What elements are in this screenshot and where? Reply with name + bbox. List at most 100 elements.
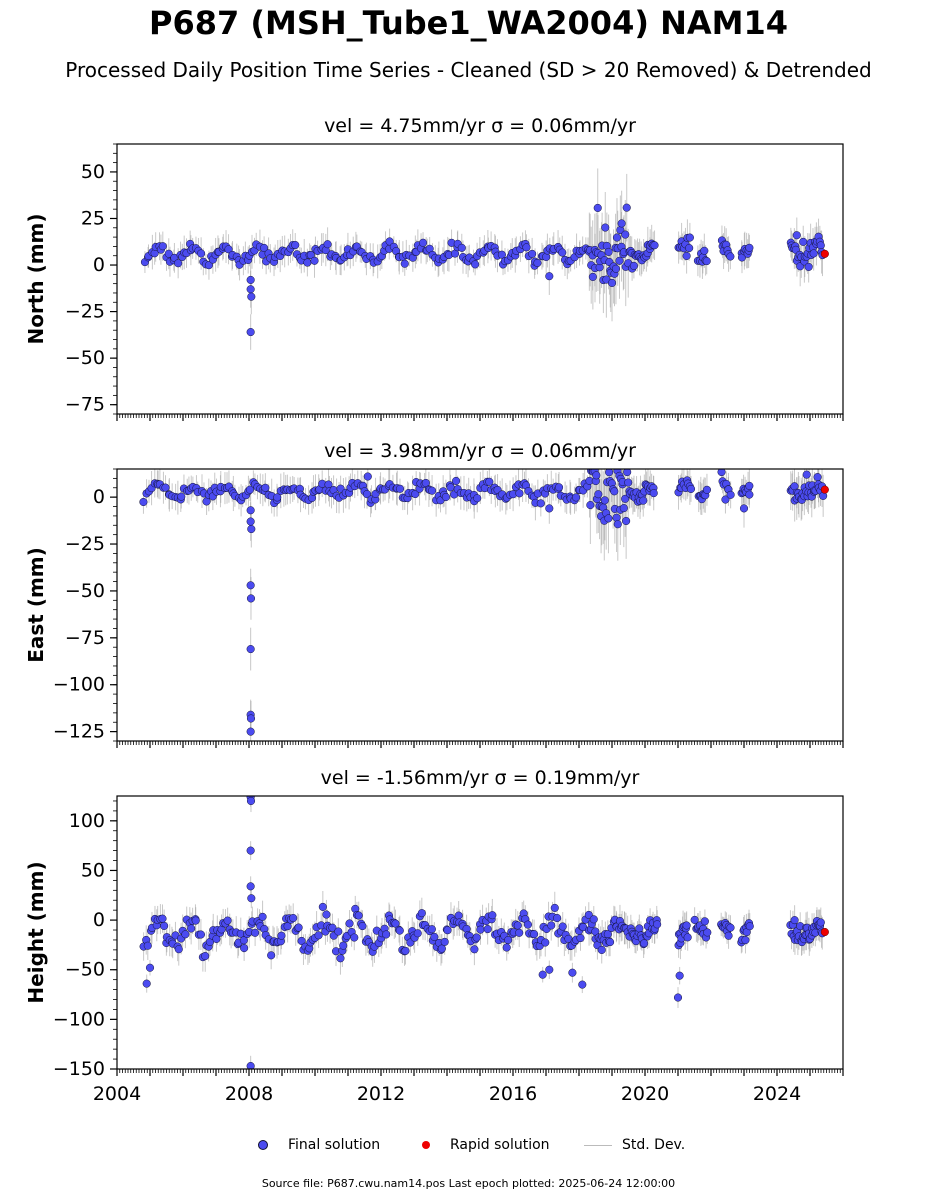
- legend-std-label: Std. Dev.: [622, 1137, 686, 1153]
- final-point: [267, 951, 276, 960]
- final-point: [362, 490, 372, 499]
- final-point: [726, 490, 735, 499]
- final-point: [703, 928, 712, 937]
- final-point: [443, 926, 452, 935]
- final-point: [700, 246, 709, 255]
- final-point: [277, 931, 286, 940]
- final-point: [606, 938, 615, 947]
- final-point: [685, 243, 694, 253]
- final-point: [619, 504, 628, 513]
- final-point: [177, 492, 186, 501]
- final-point: [430, 932, 439, 941]
- source-footer: Source file: P687.cwu.nam14.pos Last epo…: [261, 1177, 676, 1190]
- y-tick-label: −50: [65, 959, 105, 981]
- panel-title: vel = -1.56mm/yr σ = 0.19mm/yr: [321, 767, 640, 789]
- panel-title: vel = 4.75mm/yr σ = 0.06mm/yr: [324, 115, 636, 137]
- final-point: [702, 257, 711, 266]
- panel-east: 0 −25 −50 −75 −100 −125 vel = 3.98mm/yr σ = 0.…: [24, 440, 844, 748]
- figure-subtitle: Processed Daily Position Time Series - C…: [65, 58, 872, 82]
- final-point: [314, 931, 323, 940]
- final-point: [294, 923, 303, 932]
- final-point: [792, 231, 801, 240]
- final-point: [246, 796, 256, 806]
- final-point: [246, 328, 255, 337]
- y-tick-label: −100: [53, 1008, 105, 1030]
- final-point: [536, 499, 545, 508]
- final-point: [417, 909, 426, 918]
- final-point: [142, 979, 151, 988]
- y-tick-label: 0: [93, 254, 105, 276]
- legend-std-entry: Std. Dev.: [584, 1137, 685, 1153]
- y-tick-label: −75: [65, 627, 105, 649]
- final-point: [471, 260, 480, 269]
- final-point: [589, 915, 598, 924]
- axes-frame: [116, 468, 844, 742]
- final-point: [790, 916, 799, 925]
- final-point: [650, 241, 659, 250]
- final-point: [473, 494, 482, 503]
- final-point: [441, 492, 450, 502]
- final-point: [586, 500, 595, 510]
- final-point: [401, 946, 410, 955]
- x-tick-label: 2008: [225, 1083, 273, 1105]
- final-point: [610, 487, 619, 496]
- final-point: [683, 933, 692, 942]
- y-tick-label: 25: [81, 207, 105, 229]
- final-point: [261, 483, 270, 492]
- final-point: [246, 285, 255, 294]
- final-point: [813, 473, 822, 482]
- final-point: [502, 943, 511, 952]
- final-point: [164, 249, 173, 258]
- final-point: [158, 914, 167, 923]
- final-point: [568, 968, 577, 977]
- final-point: [247, 524, 256, 534]
- final-point: [816, 918, 825, 927]
- final-point: [485, 477, 494, 486]
- final-point: [246, 581, 255, 590]
- final-point: [258, 912, 267, 921]
- final-point: [246, 846, 255, 855]
- y-tick-label: 0: [93, 909, 105, 931]
- rapid-point: [820, 249, 829, 258]
- final-point: [550, 903, 559, 912]
- final-point: [533, 258, 542, 268]
- final-point: [547, 921, 556, 930]
- final-point: [739, 504, 749, 513]
- final-point: [653, 920, 662, 929]
- final-point: [799, 237, 808, 246]
- final-point: [260, 243, 269, 252]
- axes-frame: [116, 143, 844, 415]
- final-point: [160, 921, 169, 930]
- final-point: [649, 489, 658, 498]
- final-point: [246, 727, 255, 736]
- legend-final-label: Final solution: [288, 1137, 381, 1153]
- final-point: [541, 938, 550, 947]
- final-point: [702, 485, 712, 494]
- final-point: [334, 927, 343, 936]
- final-point: [578, 980, 587, 989]
- final-point: [306, 250, 315, 260]
- final-point: [594, 490, 603, 499]
- final-point: [611, 264, 620, 273]
- final-point: [483, 925, 492, 934]
- x-tick-label: 2004: [93, 1083, 141, 1105]
- final-point: [635, 924, 644, 933]
- y-axis-label: North (mm): [24, 213, 48, 344]
- final-point: [472, 933, 481, 942]
- y-tick-label: 0: [93, 486, 105, 508]
- final-point: [201, 951, 210, 961]
- final-point: [558, 248, 567, 257]
- final-point: [572, 493, 581, 502]
- data-layer: [139, 796, 829, 1069]
- y-axis-label: East (mm): [24, 547, 48, 663]
- final-point: [411, 489, 420, 499]
- final-point: [504, 935, 513, 945]
- final-point: [593, 203, 602, 212]
- final-point: [476, 925, 485, 934]
- rapid-point: [820, 927, 829, 937]
- final-point: [345, 919, 354, 928]
- final-point: [139, 497, 148, 507]
- final-point: [318, 902, 327, 911]
- final-point: [522, 243, 531, 252]
- final-point: [588, 272, 597, 281]
